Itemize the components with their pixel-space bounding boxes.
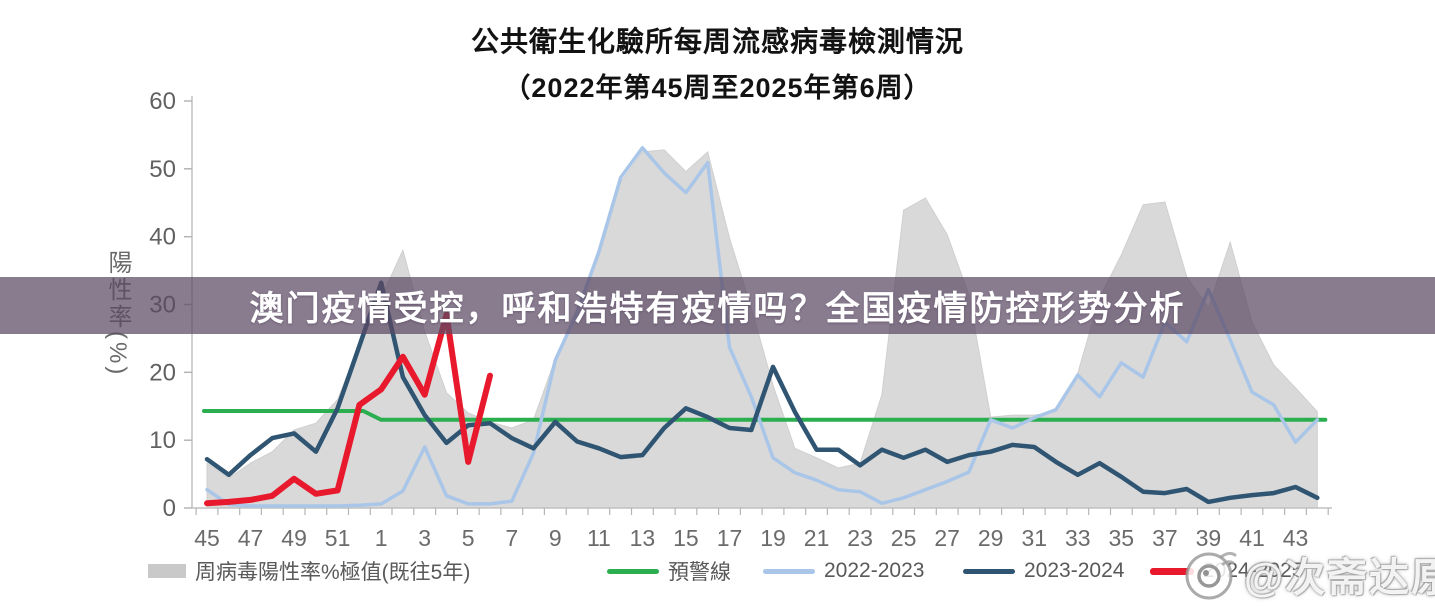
legend-item-warning-line: 預警線 [607,558,731,584]
x-tick-label: 21 [804,525,830,551]
watermark-handle: @次斋达原 [1244,556,1435,600]
y-tick-label: 50 [149,156,176,183]
legend-item-2023-2024: 2023-2024 [963,558,1124,584]
x-tick-label: 9 [549,525,562,551]
x-tick-label: 27 [934,525,960,551]
y-tick-label: 0 [163,495,176,522]
series-2022-2023 [205,146,1320,508]
x-tick-label: 3 [418,525,431,551]
legend-label-2022-2023: 2022-2023 [824,559,925,582]
x-tick-label: 37 [1152,525,1178,551]
y-tick-label: 10 [149,427,176,454]
x-tick-label: 47 [238,525,264,551]
overlay-banner: 澳门疫情受控，呼和浩特有疫情吗？全国疫情防控形势分析 [0,277,1435,334]
legend-swatch-gray-area [148,564,186,578]
chart-subtitle: （2022年第45周至2025年第6周） [503,73,932,103]
x-tick-label: 17 [717,525,743,551]
x-tick-label: 15 [673,525,699,551]
y-tick-label: 40 [149,224,176,251]
x-tick-label: 35 [1109,525,1135,551]
x-tick-label: 29 [978,525,1004,551]
x-tick-label: 7 [505,525,518,551]
x-tick-label: 43 [1283,525,1309,551]
watermark: @次斋达原 [1180,545,1435,603]
overlay-banner-text: 澳门疫情受控，呼和浩特有疫情吗？全国疫情防控形势分析 [249,290,1186,328]
weibo-eye-icon [1185,551,1237,600]
x-tick-label: 41 [1239,525,1265,551]
legend-swatch-2022-2023 [763,568,815,574]
x-tick-label: 33 [1065,525,1091,551]
x-tick-label: 19 [760,525,786,551]
x-tick-label: 11 [587,525,611,551]
x-tick-label: 23 [847,525,873,551]
y-tick-label: 60 [149,88,176,115]
legend-swatch-warning-line [607,568,659,574]
x-tick-label: 49 [281,525,307,551]
legend-label-2023-2024: 2023-2024 [1024,559,1125,582]
series-warning-line [202,409,1328,422]
x-tick-label: 31 [1022,525,1048,551]
chart-title: 公共衛生化驗所每周流感病毒檢測情況 [470,26,964,57]
legend-swatch-2024-2025 [1150,567,1194,575]
x-tick-label: 1 [375,525,388,551]
legend-item-5yr-extreme: 周病毒陽性率%極值(既往5年) [148,558,470,584]
legend-swatch-2023-2024 [963,568,1015,574]
legend-item-2022-2023: 2022-2023 [763,558,924,584]
x-tick-label: 39 [1196,525,1222,551]
x-tick-label: 45 [194,525,220,551]
x-tick-label: 5 [462,525,475,551]
x-tick-label: 25 [891,525,917,551]
x-tick-label: 13 [630,525,656,551]
y-tick-label: 20 [149,359,176,386]
x-tick-label: 51 [325,525,351,551]
legend-label-warning-line: 預警線 [668,561,731,584]
legend-label-5yr-extreme: 周病毒陽性率%極值(既往5年) [195,561,471,584]
